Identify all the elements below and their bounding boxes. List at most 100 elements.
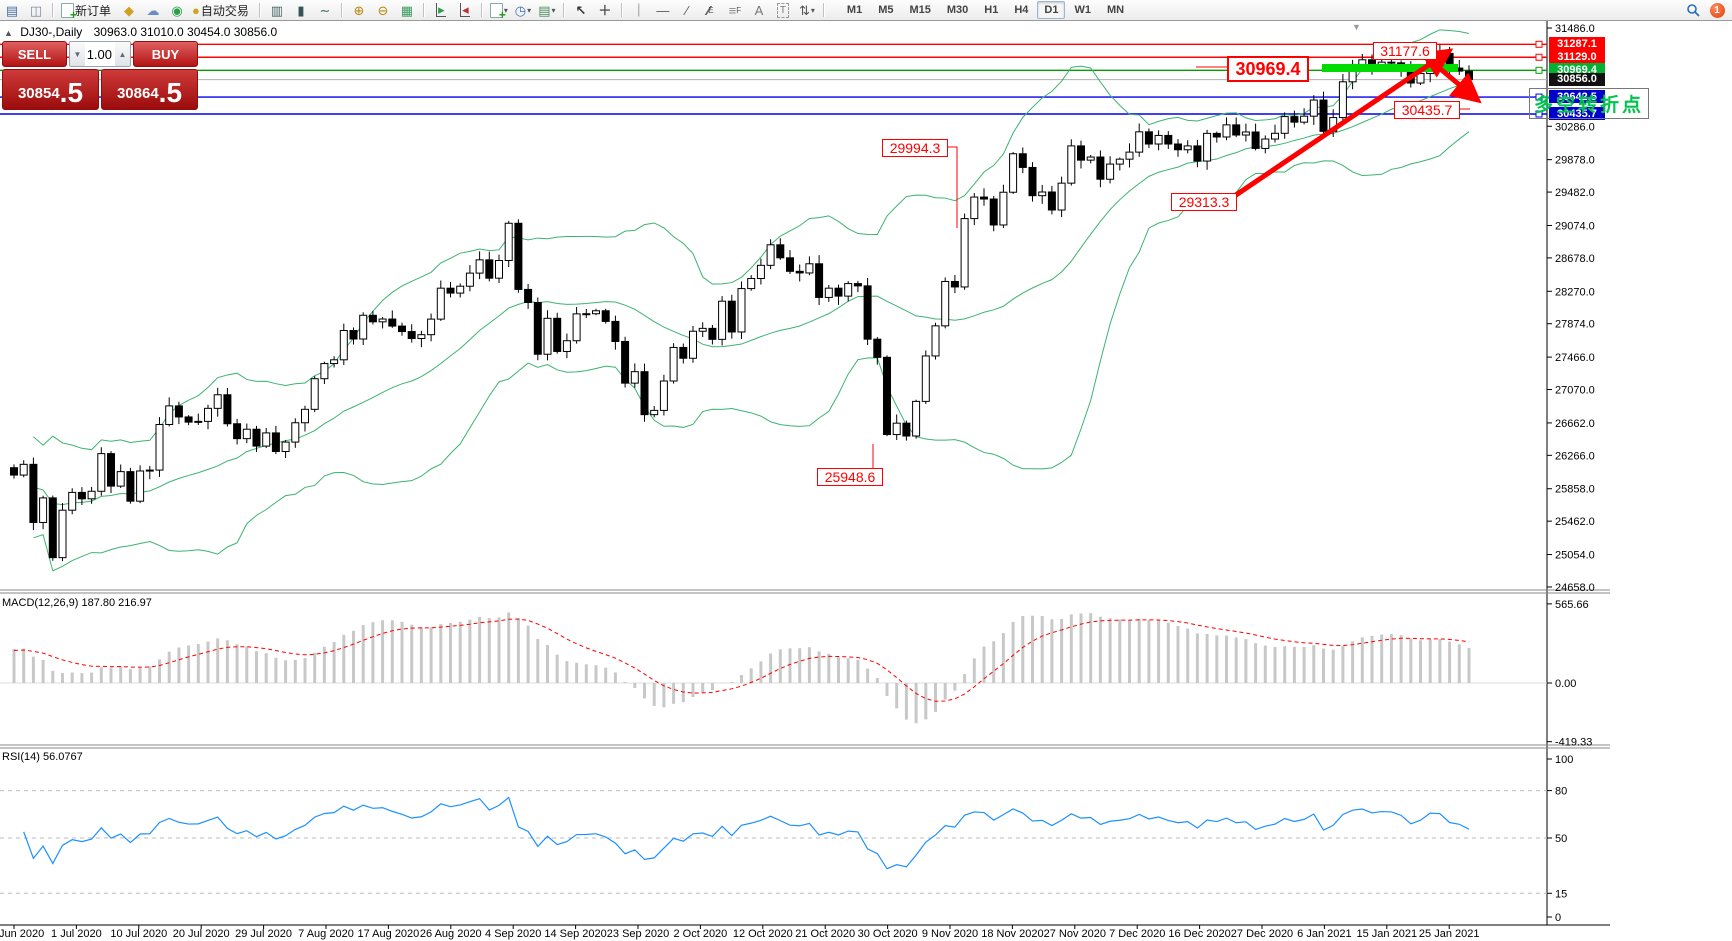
candle-body [708, 327, 717, 340]
vertical-line-tool-icon[interactable]: ｜ [632, 2, 646, 18]
candle-body [737, 288, 746, 333]
price-annotation-label[interactable]: 30435.7 [1394, 101, 1460, 119]
date-tick-label: 12 Oct 2020 [733, 928, 793, 940]
candle-body [727, 300, 736, 333]
candle-body [970, 196, 979, 220]
notifications-button[interactable]: 1 [1706, 1, 1728, 19]
price-tick-label: 25858.0 [1555, 484, 1595, 496]
volume-decrease-button[interactable]: ▼ [70, 42, 85, 66]
price-annotation-label[interactable]: 25948.6 [817, 468, 883, 486]
candle-body [1300, 115, 1309, 123]
timeframe-button-mn[interactable]: MN [1106, 4, 1125, 16]
candle-body [950, 280, 959, 288]
line-anchor-handle[interactable] [1535, 40, 1543, 48]
date-tick-label: 27 Nov 2020 [1044, 928, 1106, 940]
volume-increase-button[interactable]: ▲ [115, 42, 130, 66]
autotrade-icon: ● [192, 2, 200, 18]
price-annotation-label[interactable]: 31177.6 [1373, 42, 1437, 60]
candle-body [980, 196, 988, 200]
price-annotation-label[interactable]: 29313.3 [1171, 193, 1237, 211]
line-chart-mode-icon[interactable]: ∼ [319, 2, 331, 18]
terminal-icon[interactable]: ☁ [146, 2, 160, 18]
bull-bear-turning-point-note[interactable]: 多空转折点 [1529, 88, 1649, 119]
sell-price-block[interactable]: 30854 .5 [2, 69, 99, 110]
text-tool-icon[interactable]: A [754, 2, 764, 18]
candle-body [194, 420, 203, 423]
trend-arrow[interactable] [1430, 60, 1482, 104]
cursor-tool-icon[interactable]: ↖ [575, 2, 587, 18]
line-anchor-handle[interactable] [1535, 93, 1543, 101]
arrows-tool-icon[interactable]: ⇅ ▾ [798, 2, 815, 18]
zoom-out-icon[interactable]: ⊖ [377, 2, 389, 18]
crosshair-tool-icon[interactable]: ＋ [598, 2, 612, 18]
channel-tool-icon[interactable]: ∕∕E [708, 4, 714, 17]
date-tick-label: 14 Sep 2020 [544, 928, 606, 940]
new-order-button[interactable]: 新订单 [59, 1, 116, 22]
candle-body [679, 346, 688, 359]
chart-shift-icon[interactable]: ▸ [436, 2, 446, 17]
candle-body [136, 470, 145, 502]
date-tick-label: 23 Sep 2020 [607, 928, 669, 940]
candle-body [999, 191, 1008, 226]
line-anchor-handle[interactable] [1535, 53, 1543, 61]
buy-button[interactable]: BUY [133, 41, 198, 67]
candle-body [456, 285, 465, 294]
bar-chart-mode-icon[interactable]: ▥ [270, 2, 284, 18]
text-label-tool-icon[interactable]: T [772, 1, 794, 19]
candle-body [1261, 138, 1270, 149]
fibonacci-tool-icon[interactable]: ≡ F [728, 2, 742, 18]
candle-body [349, 329, 358, 340]
candle-body [1125, 151, 1134, 160]
trendline-tool-icon[interactable]: ∕ [685, 2, 688, 18]
horizontal-line-tool-icon[interactable]: — [656, 2, 670, 18]
price-annotation-label[interactable]: 29994.3 [882, 139, 948, 157]
timeframe-button-m30[interactable]: M30 [946, 4, 969, 16]
tile-windows-icon[interactable]: ▦ [400, 2, 414, 18]
candle-body [630, 371, 639, 384]
price-tick-label: 24658.0 [1555, 582, 1595, 594]
timeframe-button-m1[interactable]: M1 [846, 4, 863, 16]
price-tag: 30435.7 [1549, 107, 1605, 120]
candle-body [262, 432, 271, 447]
macd-label: MACD(12,26,9) 187.80 216.97 [2, 597, 152, 609]
line-anchor-handle[interactable] [1535, 66, 1543, 74]
timeframe-button-h4[interactable]: H4 [1014, 4, 1029, 16]
candle-body [339, 329, 348, 361]
auto-scroll-icon[interactable]: ◂ [460, 2, 470, 17]
timeframe-button-d1[interactable]: D1 [1037, 1, 1066, 19]
candle-body [1164, 134, 1173, 145]
trend-arrow[interactable] [1231, 48, 1454, 200]
green-highlight-bar[interactable] [1322, 64, 1458, 72]
timeframe-button-m15[interactable]: M15 [909, 4, 931, 16]
panel-collapse-icon[interactable]: ▲ [4, 28, 13, 38]
candlestick-mode-icon[interactable]: ▮ [297, 2, 305, 18]
new-order-icon [61, 2, 77, 22]
timeframe-button-h1[interactable]: H1 [984, 4, 999, 16]
candle-body [330, 359, 339, 365]
signals-icon[interactable]: ◉ [171, 2, 183, 18]
timeframe-button-w1[interactable]: W1 [1074, 4, 1091, 16]
sell-button[interactable]: SELL [2, 41, 67, 67]
periods-menu-button[interactable]: ◷ ▾ [514, 2, 532, 18]
candle-body [1232, 124, 1241, 136]
buy-price-block[interactable]: 30864 .5 [101, 69, 198, 110]
chart-window-icon[interactable]: ▤ [5, 2, 19, 18]
candle-body [368, 314, 377, 323]
candle-body [388, 318, 397, 327]
zoom-in-icon[interactable]: ⊕ [353, 2, 365, 18]
candle-body [1241, 131, 1250, 136]
price-annotation-label[interactable]: 30969.4 [1227, 56, 1309, 82]
timeframe-button-m5[interactable]: M5 [878, 4, 894, 16]
volume-input[interactable]: 1.00 [86, 46, 112, 62]
indicators-menu-button[interactable]: ▾ [488, 1, 510, 22]
chart-profile-icon[interactable]: ◫ [29, 2, 43, 18]
market-watch-icon[interactable]: ◆ [124, 2, 135, 18]
ohlc-values: 30963.0 31010.0 30454.0 30856.0 [93, 25, 278, 39]
scroll-marker-icon: ▼ [1352, 22, 1361, 32]
candle-body [1038, 191, 1047, 197]
templates-menu-button[interactable]: ▤ ▾ [538, 2, 556, 18]
line-anchor-handle[interactable] [1535, 110, 1543, 118]
autotrade-button[interactable]: ● 自动交易 [190, 1, 254, 19]
search-icon[interactable] [1682, 1, 1704, 19]
